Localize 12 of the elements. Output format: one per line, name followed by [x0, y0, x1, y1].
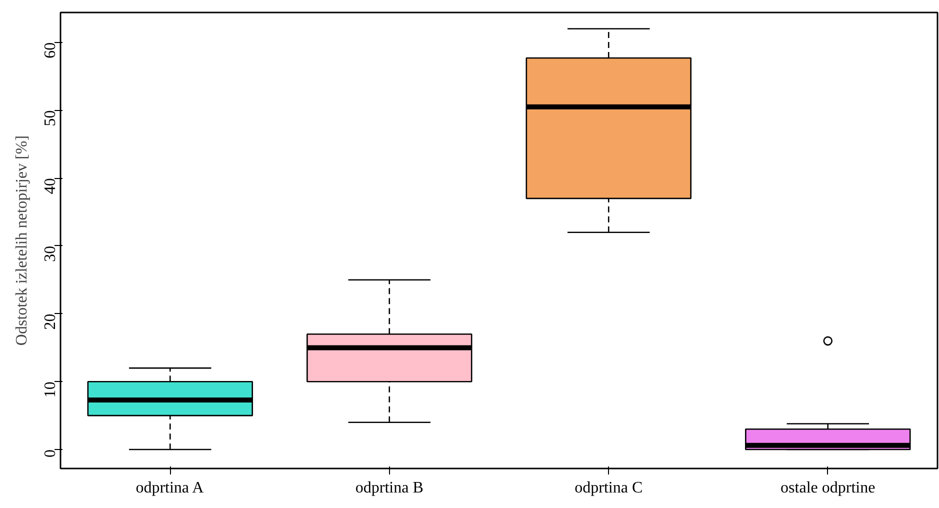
y-tick-label: 50	[42, 110, 59, 126]
y-tick-label: 40	[42, 178, 59, 194]
y-tick-label: 10	[42, 382, 59, 398]
y-tick-label: 20	[42, 314, 59, 330]
x-tick-label: odprtina A	[136, 480, 204, 496]
y-axis-title: Odstotek izletelih netopirjev [%]	[14, 135, 30, 346]
y-tick-label: 30	[42, 246, 59, 262]
y-tick-label: 0	[42, 450, 59, 458]
x-tick-label: ostale odprtine	[780, 480, 876, 496]
y-tick-label: 60	[42, 42, 59, 58]
x-tick-label: odprtina B	[355, 480, 424, 496]
x-tick-label: odprtina C	[574, 480, 643, 496]
